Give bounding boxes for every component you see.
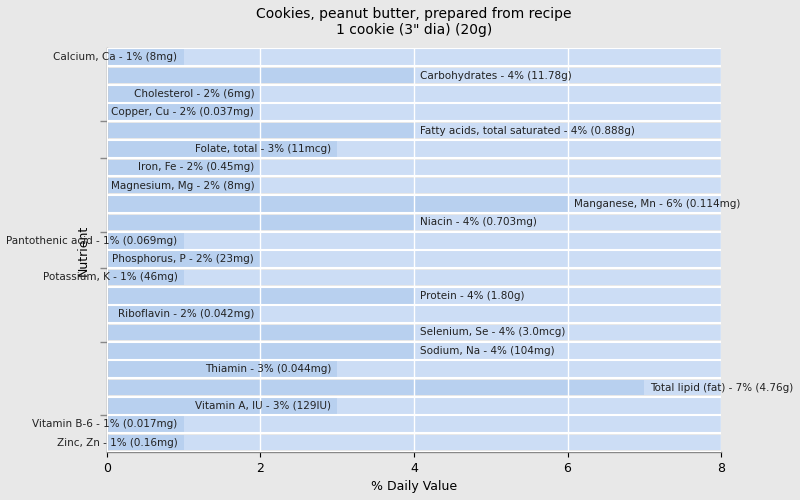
Bar [106,86,260,102]
Text: Potassium, K - 1% (46mg): Potassium, K - 1% (46mg) [42,272,178,282]
Text: Total lipid (fat) - 7% (4.76g): Total lipid (fat) - 7% (4.76g) [650,382,794,392]
Bar [106,252,721,267]
Bar [106,270,183,285]
Bar [106,50,183,65]
Text: Calcium, Ca - 1% (8mg): Calcium, Ca - 1% (8mg) [54,52,178,62]
Bar [106,306,721,322]
Bar [106,160,260,175]
Text: Carbohydrates - 4% (11.78g): Carbohydrates - 4% (11.78g) [420,70,572,81]
Bar [106,104,721,120]
Bar [106,86,721,102]
Title: Cookies, peanut butter, prepared from recipe
1 cookie (3" dia) (20g): Cookies, peanut butter, prepared from re… [256,7,572,37]
Text: Zinc, Zn - 1% (0.16mg): Zinc, Zn - 1% (0.16mg) [57,438,178,448]
Bar [106,214,414,230]
Bar [106,233,183,248]
Bar [106,214,721,230]
Bar [106,68,721,84]
Text: Copper, Cu - 2% (0.037mg): Copper, Cu - 2% (0.037mg) [111,108,254,118]
Bar [106,416,183,432]
Bar [106,50,721,65]
Bar [106,178,721,194]
Bar [106,270,721,285]
Bar [106,196,567,212]
Bar [106,68,414,84]
Text: Cholesterol - 2% (6mg): Cholesterol - 2% (6mg) [134,89,254,99]
Bar [106,196,721,212]
Bar [106,252,260,267]
Bar [106,141,721,157]
Bar [106,324,721,340]
Text: Pantothenic acid - 1% (0.069mg): Pantothenic acid - 1% (0.069mg) [6,236,178,246]
Text: Thiamin - 3% (0.044mg): Thiamin - 3% (0.044mg) [205,364,331,374]
Text: Fatty acids, total saturated - 4% (0.888g): Fatty acids, total saturated - 4% (0.888… [420,126,635,136]
Text: Phosphorus, P - 2% (23mg): Phosphorus, P - 2% (23mg) [113,254,254,264]
Text: Folate, total - 3% (11mcg): Folate, total - 3% (11mcg) [195,144,331,154]
Bar [106,343,414,358]
Text: Magnesium, Mg - 2% (8mg): Magnesium, Mg - 2% (8mg) [110,180,254,190]
Bar [106,141,337,157]
Bar [106,380,721,396]
Text: Niacin - 4% (0.703mg): Niacin - 4% (0.703mg) [420,218,537,228]
Bar [106,288,414,304]
Bar [106,362,337,377]
X-axis label: % Daily Value: % Daily Value [371,480,457,493]
Bar [106,398,337,413]
Text: Riboflavin - 2% (0.042mg): Riboflavin - 2% (0.042mg) [118,309,254,319]
Bar [106,104,260,120]
Bar [106,324,414,340]
Bar [106,435,721,450]
Text: Vitamin A, IU - 3% (129IU): Vitamin A, IU - 3% (129IU) [195,401,331,411]
Bar [106,343,721,358]
Bar [106,416,721,432]
Text: Iron, Fe - 2% (0.45mg): Iron, Fe - 2% (0.45mg) [138,162,254,172]
Bar [106,160,721,175]
Text: Sodium, Na - 4% (104mg): Sodium, Na - 4% (104mg) [420,346,554,356]
Bar [106,380,644,396]
Bar [106,435,183,450]
Bar [106,306,260,322]
Bar [106,178,260,194]
Bar [106,362,721,377]
Text: Vitamin B-6 - 1% (0.017mg): Vitamin B-6 - 1% (0.017mg) [32,419,178,429]
Bar [106,398,721,413]
Bar [106,233,721,248]
Text: Manganese, Mn - 6% (0.114mg): Manganese, Mn - 6% (0.114mg) [574,199,740,209]
Bar [106,288,721,304]
Bar [106,123,721,138]
Y-axis label: Nutrient: Nutrient [77,224,90,276]
Bar [106,123,414,138]
Text: Protein - 4% (1.80g): Protein - 4% (1.80g) [420,291,525,301]
Text: Selenium, Se - 4% (3.0mcg): Selenium, Se - 4% (3.0mcg) [420,328,566,338]
